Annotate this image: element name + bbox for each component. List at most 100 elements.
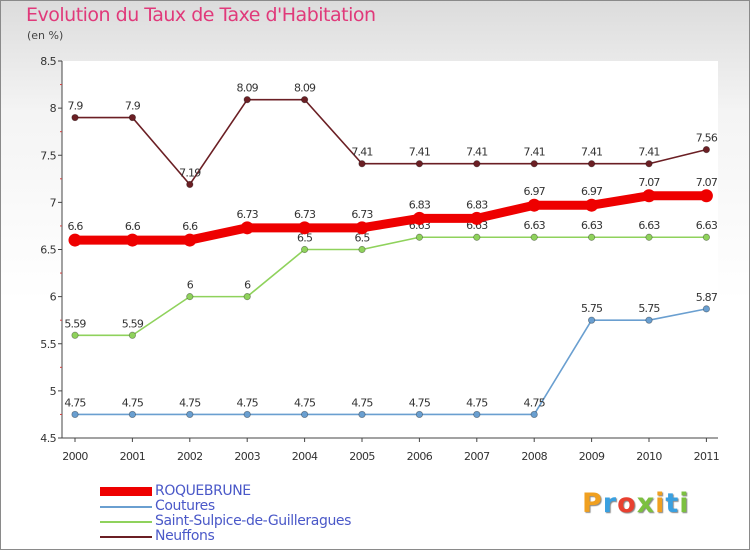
logo-letter: i [655,488,666,519]
y-tick-label: 4.5 [40,432,56,445]
x-tick-label: 2009 [579,450,605,463]
data-label-roquebrune: 6.97 [581,185,603,198]
data-label-roquebrune: 6.6 [182,220,198,233]
y-tick-label: 7 [50,196,57,209]
data-label-saint-sulpice-de-guilleragues: 6.63 [524,219,546,232]
data-label-neuffons: 7.41 [351,146,372,159]
data-point-coutures [587,316,596,324]
data-label-neuffons: 7.9 [67,100,83,113]
data-label-neuffons: 7.41 [524,146,545,159]
data-point-saint-sulpice-de-guilleragues [300,245,309,254]
logo-letter: i [679,488,690,519]
data-label-neuffons: 7.9 [125,100,141,113]
data-point-roquebrune [470,211,484,225]
legend-label-roquebrune: ROQUEBRUNE [155,483,251,499]
data-label-saint-sulpice-de-guilleragues: 6.5 [354,232,370,245]
data-point-neuffons [71,113,79,122]
data-point-neuffons [473,160,481,168]
data-point-saint-sulpice-de-guilleragues [243,293,251,301]
x-tick-label: 2007 [464,450,490,463]
series-line-neuffons [75,98,707,186]
x-tick-label: 2011 [694,450,720,463]
data-label-coutures: 4.75 [466,396,488,409]
y-tick-label: 5.5 [40,338,56,351]
data-label-saint-sulpice-de-guilleragues: 6.63 [638,219,660,232]
data-point-neuffons [358,160,366,168]
data-point-coutures [358,410,366,419]
data-point-coutures [243,410,251,419]
y-tick-label: 8.5 [40,55,56,68]
data-label-coutures: 4.75 [64,396,86,409]
plot-area [62,61,718,438]
data-label-saint-sulpice-de-guilleragues: 5.59 [64,317,86,330]
data-point-roquebrune [183,233,197,247]
x-tick-label: 2001 [120,450,146,463]
data-point-neuffons [243,96,251,104]
data-label-roquebrune: 6.6 [67,220,83,233]
data-label-neuffons: 7.41 [638,146,659,159]
logo-letter: r [602,488,618,519]
chart-unit: (en %) [27,29,64,42]
logo-letter: o [617,488,637,519]
data-label-roquebrune: 6.73 [237,208,259,221]
x-tick-label: 2003 [234,450,260,463]
data-point-neuffons [415,160,423,168]
data-point-saint-sulpice-de-guilleragues [358,245,366,254]
y-tick-label: 8 [50,102,57,115]
data-label-neuffons: 8.09 [294,82,316,95]
data-label-roquebrune: 6.97 [524,185,546,198]
y-tick-label: 5 [50,385,57,398]
data-label-coutures: 4.75 [237,396,259,409]
y-tick-label: 6.5 [40,244,56,257]
y-tick-label: 6 [50,291,57,304]
data-label-saint-sulpice-de-guilleragues: 5.59 [122,317,144,330]
data-label-saint-sulpice-de-guilleragues: 6.5 [297,232,313,245]
data-point-roquebrune [412,211,426,225]
data-label-coutures: 4.75 [179,396,201,409]
data-point-neuffons [530,160,538,168]
data-point-coutures [186,410,194,419]
logo-letter: P [582,488,603,519]
data-point-roquebrune [585,198,599,212]
data-point-coutures [300,410,309,419]
x-tick-label: 2005 [349,450,375,463]
data-label-saint-sulpice-de-guilleragues: 6 [244,279,251,292]
data-label-roquebrune: 6.83 [409,198,431,211]
data-point-neuffons [186,180,194,189]
data-point-coutures [702,305,711,313]
data-point-roquebrune [68,233,82,247]
proxiti-logo: Proxiti [582,488,690,519]
data-point-saint-sulpice-de-guilleragues [71,331,79,339]
data-point-coutures [415,410,423,419]
data-point-coutures [645,316,653,324]
legend-swatch-coutures [100,506,152,508]
x-tick-label: 2008 [521,450,547,463]
legend-swatch-neuffons [100,536,152,538]
data-label-saint-sulpice-de-guilleragues: 6 [187,279,194,292]
data-label-coutures: 5.75 [638,302,660,315]
data-point-roquebrune [240,221,254,235]
data-point-neuffons [300,96,309,104]
series-line-saint-sulpice-de-guilleragues [75,236,707,337]
data-label-neuffons: 7.41 [466,146,487,159]
data-point-neuffons [702,145,711,154]
data-point-coutures [71,410,79,419]
logo-letter: t [665,488,680,519]
data-point-roquebrune [355,221,369,235]
data-label-roquebrune: 6.6 [125,220,141,233]
x-tick-label: 2010 [636,450,662,463]
x-tick-label: 2000 [62,450,88,463]
data-point-coutures [128,410,136,419]
data-label-roquebrune: 6.73 [294,208,316,221]
data-label-roquebrune: 7.07 [638,176,660,189]
data-point-neuffons [587,160,596,168]
data-label-coutures: 4.75 [351,396,373,409]
data-label-saint-sulpice-de-guilleragues: 6.63 [581,219,603,232]
data-point-saint-sulpice-de-guilleragues [702,233,711,241]
data-label-saint-sulpice-de-guilleragues: 6.63 [696,219,718,232]
data-label-roquebrune: 7.07 [696,176,718,189]
data-point-saint-sulpice-de-guilleragues [415,233,423,241]
data-label-coutures: 5.75 [581,302,603,315]
data-label-coutures: 4.75 [294,396,316,409]
x-tick-label: 2002 [177,450,203,463]
